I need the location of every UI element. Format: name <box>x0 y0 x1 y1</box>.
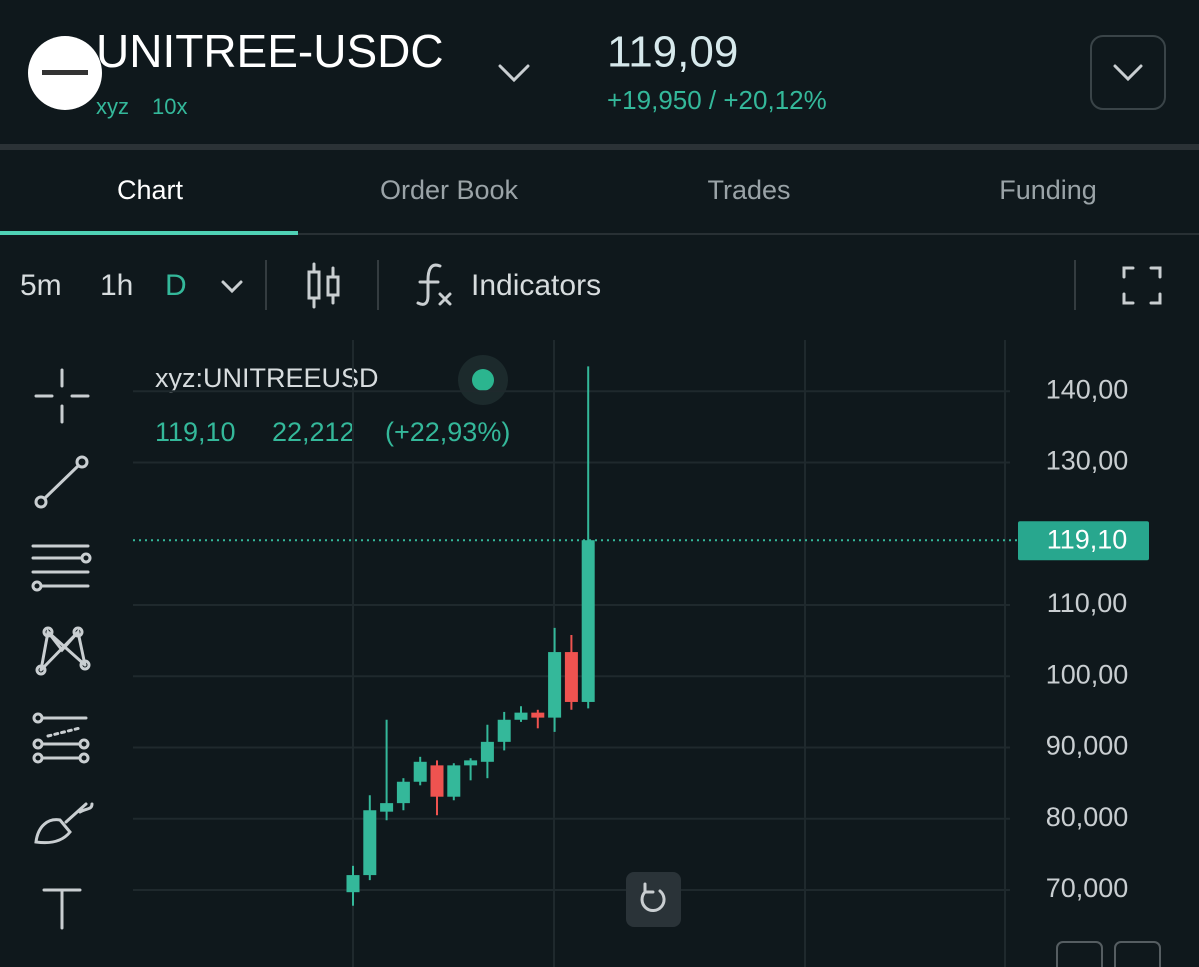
logo-mark <box>42 70 88 75</box>
current-price-label: 119,10 <box>1047 524 1128 554</box>
fib-tool[interactable] <box>32 712 90 764</box>
y-tick-label: 70,000 <box>1046 873 1129 903</box>
fullscreen-icon[interactable] <box>1122 266 1162 305</box>
y-tick-label: 90,000 <box>1046 731 1129 761</box>
candle-body <box>380 803 394 812</box>
fx-icon[interactable] <box>416 263 442 306</box>
current-price-tag <box>1018 521 1149 561</box>
expand-icon <box>1113 64 1143 82</box>
price: 119,09 <box>607 28 738 77</box>
active-tab-indicator <box>0 231 298 235</box>
tab[interactable]: Order Book <box>380 175 519 205</box>
crosshair-tool[interactable] <box>34 368 90 424</box>
y-tick-label: 100,00 <box>1046 659 1129 689</box>
symbol-dropdown[interactable] <box>498 64 530 83</box>
candle-body <box>514 712 528 720</box>
legend-change: 22,212 <box>272 417 355 447</box>
pattern-tool[interactable] <box>35 626 91 676</box>
fx-icon-x <box>438 292 452 306</box>
candle-body <box>464 760 478 766</box>
reset-icon <box>640 882 666 912</box>
candle-body <box>413 761 427 782</box>
candle-body <box>346 875 360 893</box>
candle-body <box>564 652 578 702</box>
interval[interactable]: D <box>165 269 187 302</box>
interval[interactable]: 1h <box>100 269 133 302</box>
interval-dropdown[interactable] <box>221 280 243 294</box>
reset-button[interactable] <box>626 872 681 927</box>
chart-title: xyz:UNITREEUSD <box>155 363 379 393</box>
trendline-tool[interactable] <box>34 455 89 509</box>
y-tick-label: 140,00 <box>1046 374 1129 404</box>
candle-body <box>396 781 410 804</box>
tab[interactable]: Trades <box>707 175 790 205</box>
leverage: 10x <box>152 94 187 119</box>
dex: xyz <box>96 94 129 119</box>
divider <box>265 260 267 310</box>
candle-body <box>447 765 461 797</box>
y-tick-label: 130,00 <box>1046 446 1129 476</box>
plot: 140,00 130,00 110,00 100,00 90,000 80,000 70,0… <box>133 340 1149 967</box>
zoom-button[interactable] <box>1114 941 1161 967</box>
brush-tool[interactable] <box>34 802 94 845</box>
y-tick-label: 80,000 <box>1046 802 1129 832</box>
candle-body <box>531 712 545 718</box>
candle-body <box>363 810 377 876</box>
separator <box>0 144 1199 150</box>
y-tick-label: 110,00 <box>1047 588 1128 618</box>
candle-body <box>497 719 511 742</box>
candle-body <box>430 765 444 797</box>
symbol[interactable]: UNITREE-USDC <box>96 25 444 77</box>
candle-body <box>581 540 595 702</box>
divider <box>1074 260 1076 310</box>
candle-body <box>480 741 494 762</box>
legend-price: 119,10 <box>155 417 236 447</box>
candle-body <box>548 652 562 718</box>
text-tool[interactable] <box>42 888 82 930</box>
legend-percent: (+22,93%) <box>385 417 510 447</box>
divider <box>377 260 379 310</box>
horizontal-lines-tool[interactable] <box>31 544 92 592</box>
zoom-button[interactable] <box>1056 941 1103 967</box>
tab[interactable]: Chart <box>117 175 184 205</box>
chart-type-icon[interactable] <box>307 262 340 309</box>
expand-button[interactable] <box>1090 35 1166 110</box>
tab[interactable]: Funding <box>999 175 1097 205</box>
tab-border <box>0 233 1199 235</box>
status-dot <box>472 369 494 391</box>
indicators-button[interactable]: Indicators <box>471 269 601 302</box>
interval[interactable]: 5m <box>20 269 62 302</box>
price-change: +19,950 / +20,12% <box>607 85 827 115</box>
